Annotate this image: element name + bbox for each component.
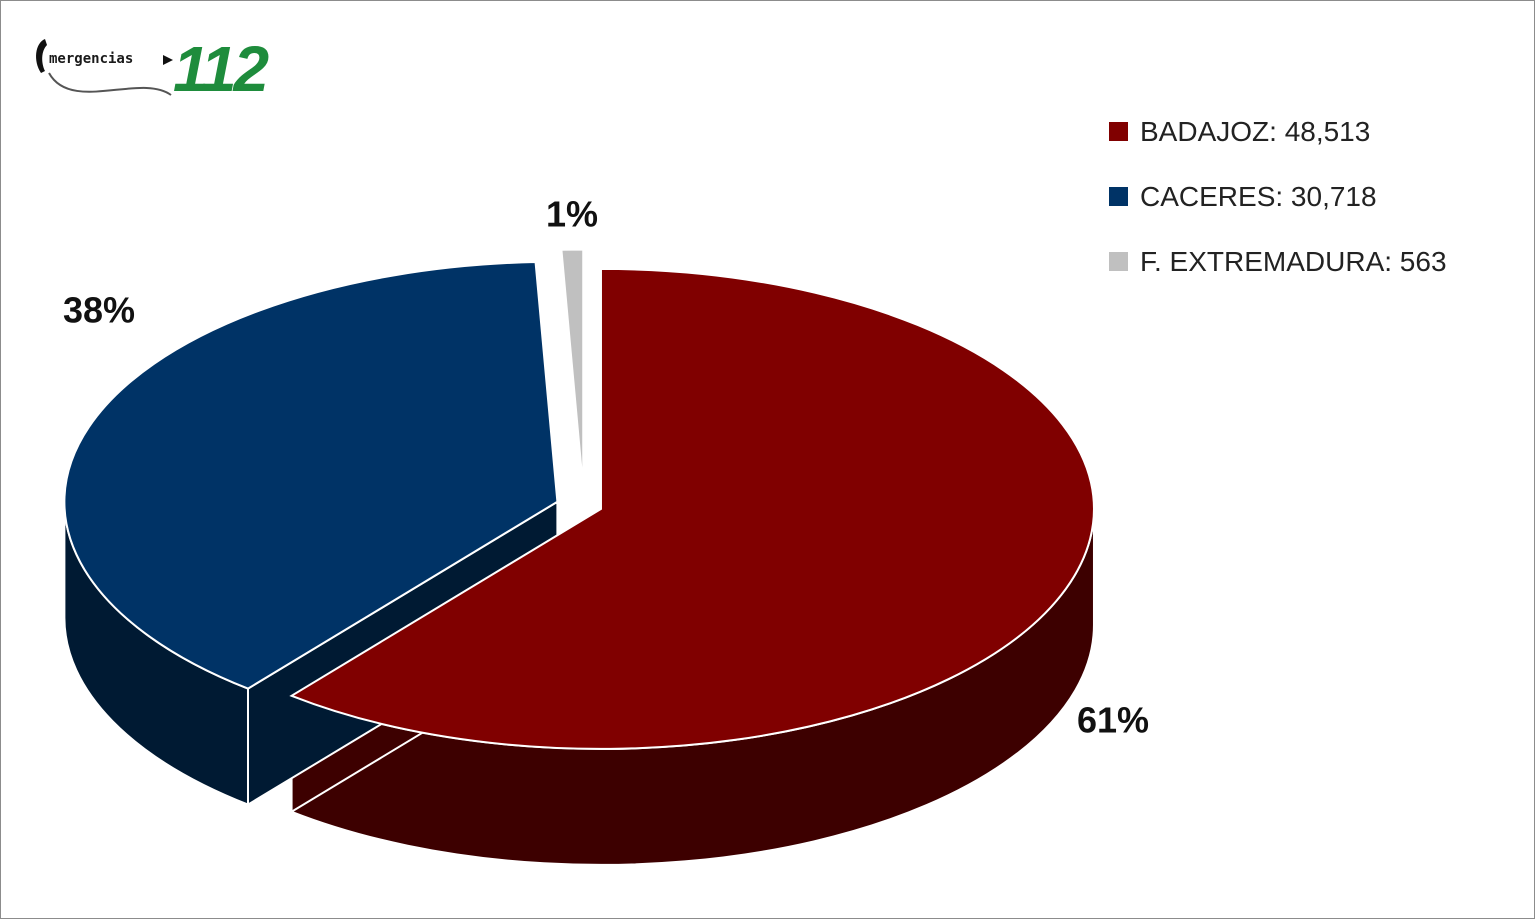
legend-swatch-caceres xyxy=(1109,187,1128,206)
pie-label-caceres: 38% xyxy=(63,290,135,331)
pie-label-f-extremadura: 1% xyxy=(546,194,598,235)
pie-slice-badajoz xyxy=(289,267,1095,750)
legend: BADAJOZ: 48,513 CACERES: 30,718 F. EXTRE… xyxy=(1109,99,1447,294)
logo-text: mergencias xyxy=(49,51,134,67)
pie-label-badajoz: 61% xyxy=(1077,700,1149,741)
pie-slice-f-extremadura xyxy=(560,248,585,490)
legend-swatch-badajoz xyxy=(1109,122,1128,141)
legend-label-badajoz: BADAJOZ: 48,513 xyxy=(1140,115,1371,147)
legend-item-caceres: CACERES: 30,718 xyxy=(1109,164,1447,229)
legend-swatch-f-extremadura xyxy=(1109,252,1128,271)
legend-item-badajoz: BADAJOZ: 48,513 xyxy=(1109,99,1447,164)
pie-slice-caceres xyxy=(63,260,559,690)
logo-number: 112 xyxy=(173,33,269,105)
legend-item-f-extremadura: F. EXTREMADURA: 563 xyxy=(1109,229,1447,294)
phone-handset-icon xyxy=(36,39,173,96)
emergencias-112-logo xyxy=(31,33,291,113)
legend-label-f-extremadura: F. EXTREMADURA: 563 xyxy=(1140,245,1447,277)
legend-label-caceres: CACERES: 30,718 xyxy=(1140,180,1377,212)
